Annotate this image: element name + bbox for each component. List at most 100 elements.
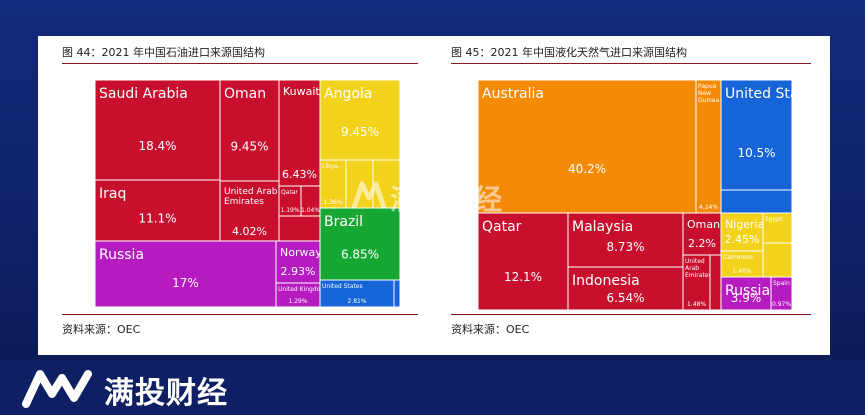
right-figure-rule [451,63,811,64]
treemap-label-russia: Russia [725,283,770,299]
treemap-label-indonesia: Indonesia [572,273,640,289]
treemap-tile-tile-13 [762,242,792,278]
treemap-value-qatar: 12.1% [504,270,542,284]
treemap-rect-qatar [478,212,569,310]
treemap-label-saudi-arabia: Saudi Arabia [99,86,188,102]
treemap-rect-malaysia [567,212,684,268]
treemap-tile-oman: Oman 2.2% [682,212,722,256]
treemap-label-qatar: Qatar [281,189,298,196]
treemap-tile-cameroon: Cameroon 1.46% [720,250,764,278]
lng-import-treemap: Australia 40.2% Papua New Guinea 4.24% Qatar 12… [478,80,792,310]
treemap-value-united-states: 10.5% [737,146,775,160]
treemap-label-papua-new-guinea: New [698,90,711,97]
watermark-text: 满投财经 [390,183,503,216]
oil-import-treemap: Saudi Arabia 18.4% Iraq 11.1% Russia 17% Oman 9… [95,80,400,307]
treemap-rect-cameroon [720,250,764,278]
treemap-rect-united-arab-emirates [682,254,711,310]
treemap-tile-nigeria: Nigeria 2.45% [720,212,764,252]
brand-logo-icon [22,370,92,408]
treemap-tile-united-states: United States 2.81% [319,279,395,307]
right-figure-source: 资料来源：OEC [451,323,530,336]
treemap-label-norway: Norway [280,246,322,259]
treemap-label-brazil: Brazil [324,214,363,230]
treemap-tile-libya: Libya 1.36% [319,159,347,209]
treemap-rect-spain [770,276,792,310]
treemap-value-tile-7: 1.04% [301,207,320,214]
treemap-label-malaysia: Malaysia [572,219,633,235]
treemap-value-angola: 9.45% [341,125,379,139]
treemap-tile-oman: Oman 9.45% [219,80,280,182]
treemap-label-oman: Oman [687,218,720,231]
treemap-tile-spain: Spain 0.97% [770,276,792,310]
treemap-value-united-states: 2.81% [347,298,366,305]
treemap-rect-oman [219,80,280,182]
treemap-value-cameroon: 1.46% [732,268,751,275]
left-figure-source: 资料来源：OEC [62,323,141,336]
treemap-rect-angola [319,80,400,161]
treemap-tile-brazil: Brazil 6.85% [319,207,400,281]
treemap-tile-saudi-arabia: Saudi Arabia 18.4% [95,80,221,181]
treemap-svg: Saudi Arabia 18.4% Iraq 11.1% Russia 17% Oman 9… [95,80,400,307]
treemap-tile-norway: Norway 2.93% [275,240,322,284]
treemap-tile-malaysia: Malaysia 8.73% [567,212,684,268]
treemap-tile-united-kingdom: United Kingdom 1.29% [275,282,326,307]
treemap-rect-tile-9 [720,189,792,214]
left-figure-title: 图 44：2021 年中国石油进口来源国结构 [62,46,265,59]
treemap-tile-qatar: Qatar 1.19% [278,185,302,217]
treemap-label-cameroon: Cameroon [723,254,754,261]
treemap-tile-kuwait: Kuwait 6.43% [278,80,321,187]
left-figure-rule [62,63,418,64]
treemap-value-russia: 17% [172,276,199,290]
treemap-value-oman: 9.45% [230,140,268,154]
treemap-label-nigeria: Nigeria [725,218,764,231]
treemap-value-kuwait: 6.43% [282,168,317,181]
treemap-value-indonesia: 6.54% [606,291,644,305]
treemap-rect-tile-17 [393,279,400,307]
treemap-label-united-arab-emirates: Emirates [685,272,712,279]
treemap-tile-angola: Angola 9.45% [319,80,400,161]
treemap-label-angola: Angola [324,86,372,102]
treemap-value-norway: 2.93% [281,265,316,278]
treemap-value-saudi-arabia: 18.4% [138,139,176,153]
treemap-rect-norway [275,240,321,284]
brand-name: 满投财经 [104,376,228,411]
treemap-rect-tile-8 [278,215,321,242]
treemap-tile-indonesia: Indonesia 6.54% [567,266,684,310]
treemap-value-qatar: 1.19% [280,207,299,214]
treemap-label-kuwait: Kuwait [283,85,320,98]
content-panel: 图 44：2021 年中国石油进口来源国结构 Saudi Arabia 18.4%… [38,36,830,355]
right-figure-title: 图 45：2021 年中国液化天然气进口来源国结构 [451,46,687,59]
treemap-value-united-arab-emirates: 1.48% [687,301,706,308]
treemap-value-united-arab-emirates: 4.02% [232,225,267,238]
treemap-label-papua-new-guinea: Guinea [698,97,720,104]
treemap-value-united-kingdom: 1.29% [288,298,307,305]
treemap-value-brazil: 6.85% [341,247,379,261]
treemap-tile-russia: Russia 17% [95,240,277,307]
treemap-label-iraq: Iraq [99,186,126,202]
treemap-label-united-arab-emirates: United [685,258,705,265]
treemap-rect-russia [95,240,277,307]
treemap-label-united-states: United States [725,86,792,102]
treemap-rect-tile-13 [762,242,792,278]
treemap-label-united-arab-emirates: Arab [685,265,699,272]
treemap-tile-qatar: Qatar 12.1% [478,212,569,310]
treemap-value-russia: 3.9% [731,291,762,305]
treemap-tile-tile-7: 1.04% [300,185,321,217]
treemap-label-oman: Oman [224,86,266,102]
treemap-rect-libya [319,159,347,209]
treemap-rect-united-states [720,80,792,191]
treemap-rect-australia [478,80,697,214]
treemap-value-libya: 1.36% [323,199,342,206]
treemap-tile-united-states: United States 10.5% [720,80,792,191]
treemap-rect-tile-7 [709,254,722,310]
treemap-value-australia: 40.2% [568,162,606,176]
treemap-tile-tile-9 [720,189,792,214]
treemap-label-russia: Russia [99,247,144,263]
treemap-tile-tile-7 [709,254,722,310]
left-figure-bottom-rule [62,314,418,315]
right-figure-bottom-rule [451,314,811,315]
